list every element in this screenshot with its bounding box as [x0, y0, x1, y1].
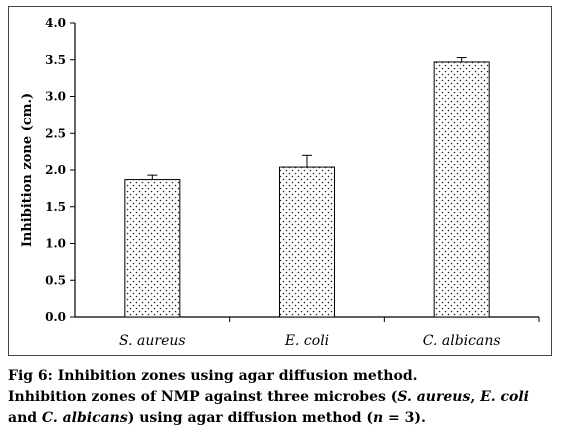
caption-text: Inhibition zones of NMP against three mi… [8, 389, 398, 405]
caption-text: and [8, 410, 42, 426]
y-tick-label: 0.0 [45, 310, 66, 324]
y-tick-label: 2.0 [45, 163, 66, 177]
y-tick-label: 3.5 [45, 53, 66, 67]
caption-text: = 3). [383, 410, 426, 426]
x-tick-label: E. coli [284, 333, 329, 349]
caption-n-symbol: n [373, 410, 384, 426]
y-tick-label: 1.5 [45, 200, 66, 214]
caption-species-3: C. albicans [41, 410, 128, 426]
bar [124, 179, 181, 318]
caption-description: Inhibition zones of NMP against three mi… [8, 387, 568, 429]
x-tick-label: C. albicans [423, 333, 501, 349]
y-tick-label: 4.0 [45, 16, 66, 30]
caption-text: , [470, 389, 481, 405]
chart-frame: 0.0 0.5 1.0 1.5 2.0 2.5 3.0 3.5 4.0 Inhibition zo… [8, 6, 552, 356]
bar [279, 166, 335, 318]
x-tick-label: S. aureus [119, 333, 186, 349]
caption-species-1: S. aureus [397, 389, 471, 405]
y-tick-label: 3.0 [45, 90, 66, 104]
caption-title: Fig 6: Inhibition zones using agar diffu… [8, 368, 418, 384]
y-tick-label: 1.0 [45, 237, 66, 251]
y-tick-label: 2.5 [45, 126, 66, 140]
caption-text: ) using agar diffusion method ( [127, 410, 373, 426]
caption-species-2: E. coli [480, 389, 529, 405]
bar-chart: 0.0 0.5 1.0 1.5 2.0 2.5 3.0 3.5 4.0 Inhibition zo… [20, 16, 540, 349]
y-axis-label: Inhibition zone (cm.) [20, 93, 35, 247]
y-tick-label: 0.5 [45, 273, 66, 287]
bar [433, 61, 490, 318]
figure-caption: Fig 6: Inhibition zones using agar diffu… [8, 366, 568, 429]
